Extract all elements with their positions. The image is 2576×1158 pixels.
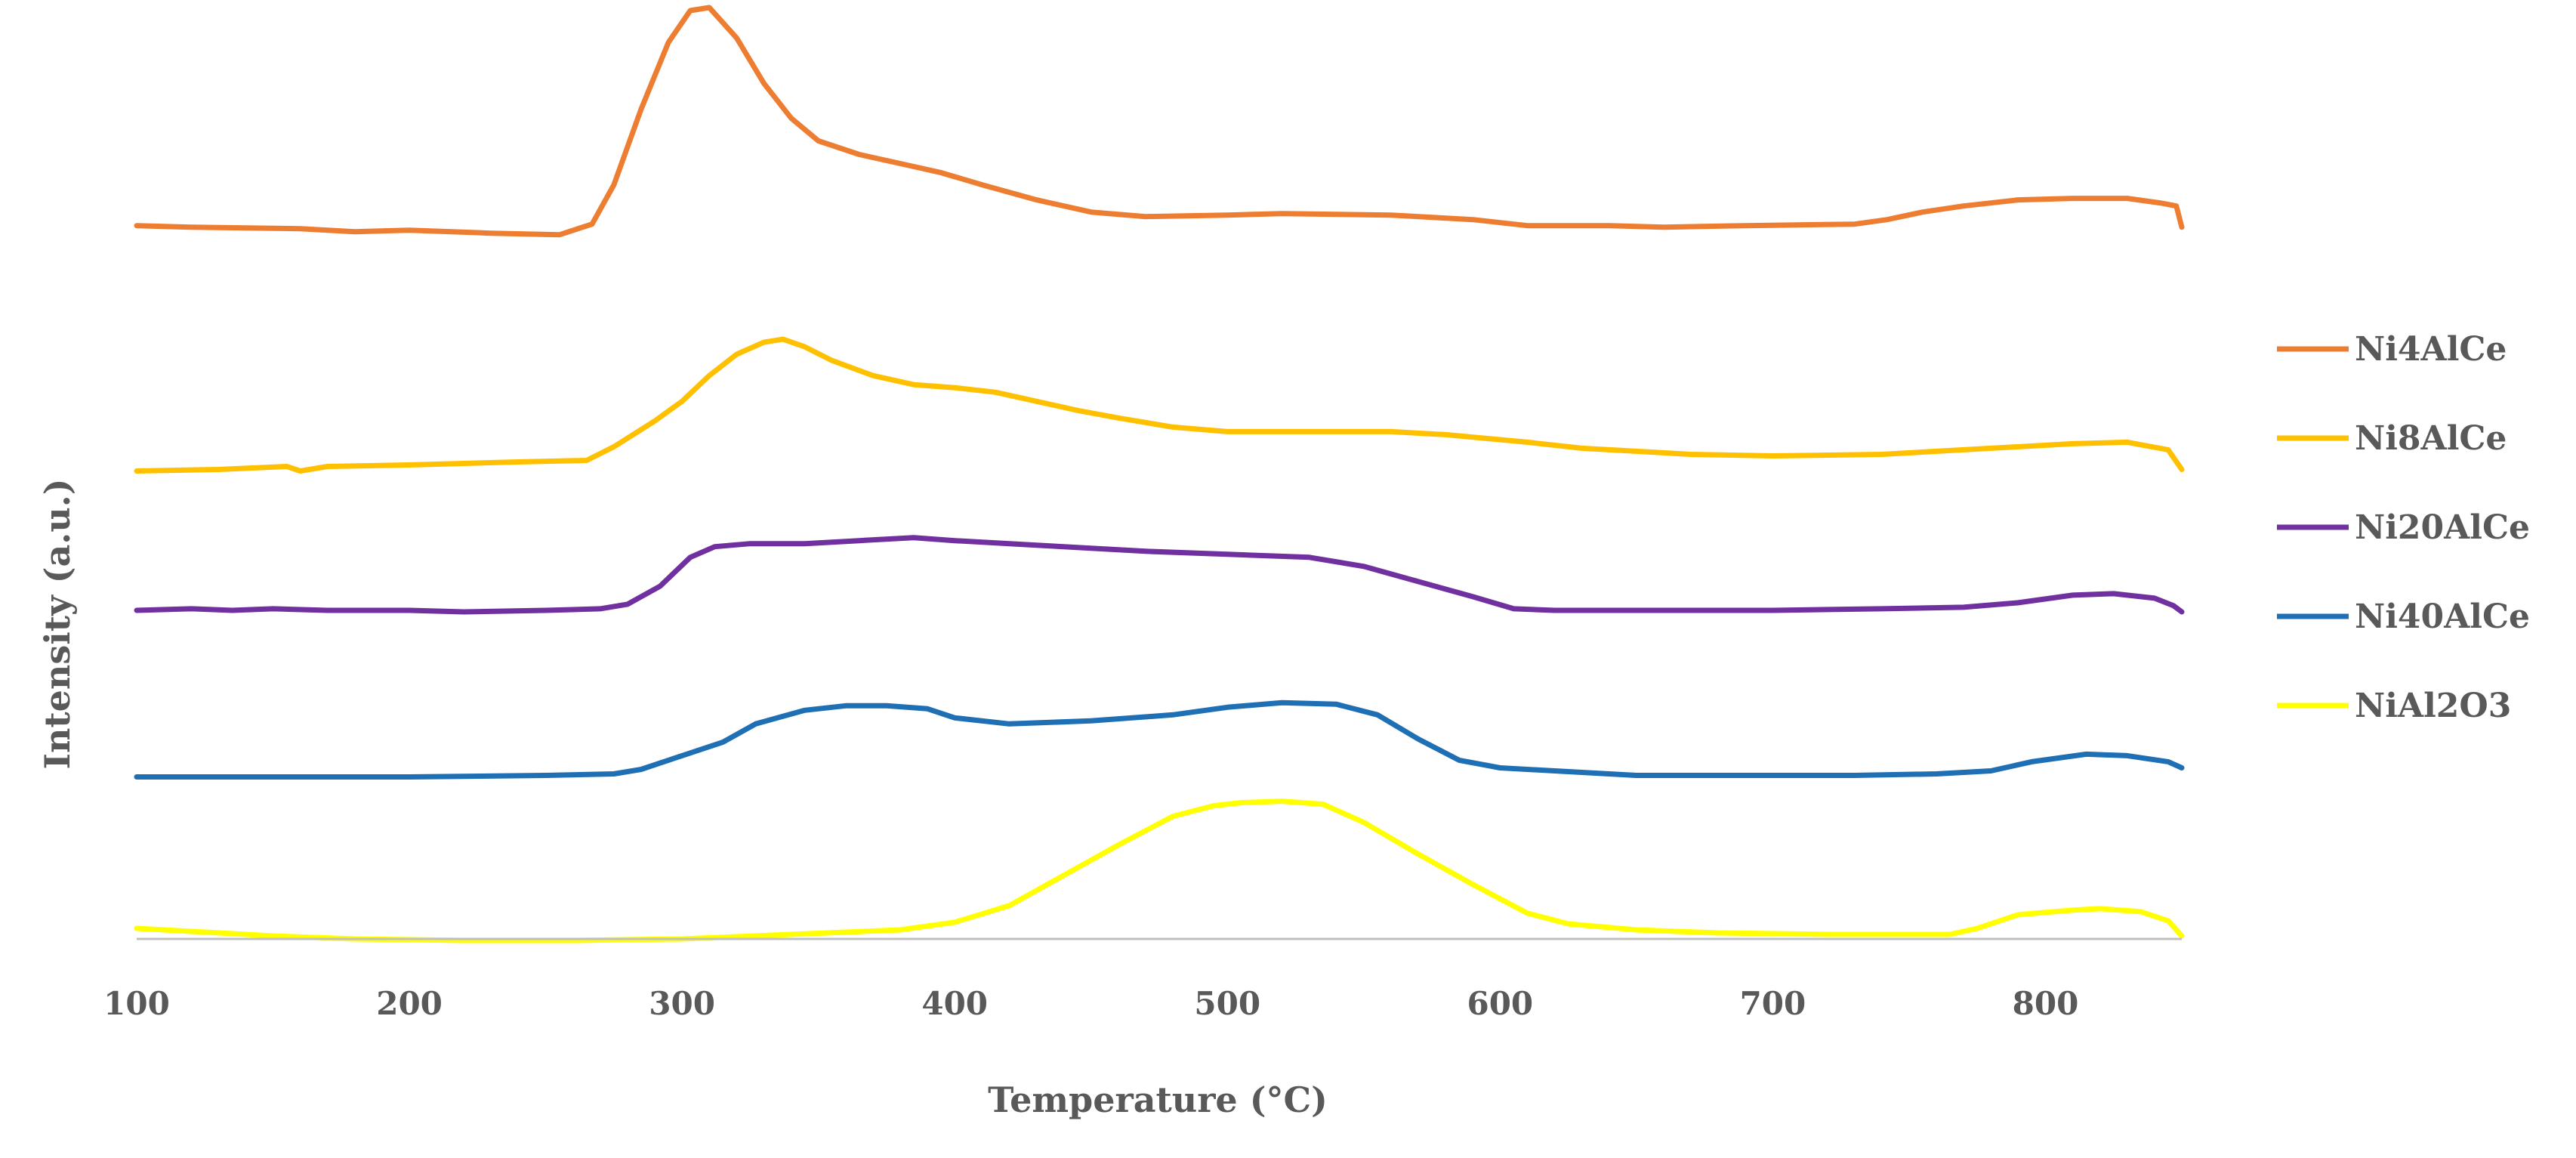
- x-tick-label: 700: [1740, 985, 1806, 1022]
- legend-label-ni8alce: Ni8AlCe: [2355, 419, 2507, 458]
- x-tick-label: 200: [376, 985, 443, 1022]
- series-line-ni4alce: [134, 5, 2185, 238]
- legend-label-ni40alce: Ni40AlCe: [2355, 598, 2530, 636]
- x-tick-label: 400: [921, 985, 988, 1022]
- y-axis-title: Intensity (a.u.): [37, 478, 78, 769]
- legend-label-ni20alce: Ni20AlCe: [2355, 508, 2530, 547]
- x-axis-title: Temperature (°C): [988, 1079, 1328, 1120]
- x-tick-label: 500: [1194, 985, 1260, 1022]
- legend-label-ni4alce: Ni4AlCe: [2355, 330, 2507, 369]
- legend-label-nial2o3: NiAl2O3: [2355, 687, 2511, 725]
- x-tick-label: 100: [103, 985, 170, 1022]
- series-line-ni20alce: [134, 535, 2185, 615]
- legend: Ni4AlCe Ni8AlCe Ni20AlCe Ni40AlCe NiAl2O3: [2277, 330, 2530, 725]
- series-line-ni8alce: [134, 336, 2185, 474]
- x-tick-label: 600: [1467, 985, 1533, 1022]
- x-tick-label: 300: [649, 985, 715, 1022]
- x-tick-label: 800: [2013, 985, 2079, 1022]
- series-line-nial2o3: [134, 798, 2185, 943]
- series-line-ni40alce: [134, 699, 2185, 780]
- plot-lines: [134, 5, 2185, 943]
- x-tick-labels: 100 200 300 400 500 600 700 800: [103, 985, 2078, 1022]
